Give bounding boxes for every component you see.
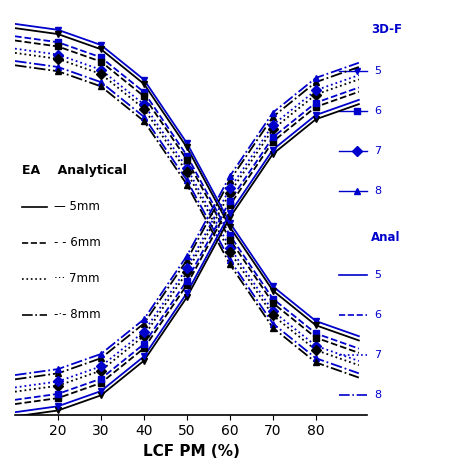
Text: 5: 5 [374, 270, 382, 280]
Text: EA    Analytical: EA Analytical [22, 164, 127, 177]
Text: 6: 6 [374, 310, 382, 320]
Text: 5: 5 [374, 66, 382, 76]
Text: — 5mm: — 5mm [54, 201, 100, 213]
Text: Anal: Anal [371, 231, 401, 244]
Text: 8: 8 [374, 186, 382, 196]
Text: 7: 7 [374, 350, 382, 360]
Text: 6: 6 [374, 106, 382, 116]
Text: 7: 7 [374, 146, 382, 156]
X-axis label: LCF PM (%): LCF PM (%) [143, 444, 240, 459]
Text: - - 6mm: - - 6mm [54, 237, 100, 249]
Text: -·- 8mm: -·- 8mm [54, 308, 100, 321]
Text: 8: 8 [374, 390, 382, 400]
Text: ··· 7mm: ··· 7mm [54, 273, 99, 285]
Text: 3D-F: 3D-F [371, 23, 402, 36]
